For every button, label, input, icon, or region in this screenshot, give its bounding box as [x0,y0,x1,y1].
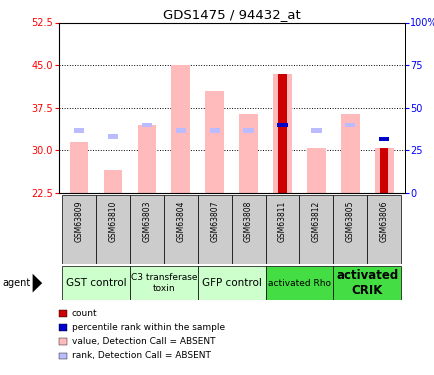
Bar [197,266,265,300]
Bar [374,148,393,193]
Bar [197,195,231,264]
Text: C3 transferase
toxin: C3 transferase toxin [130,273,197,293]
Bar [130,195,164,264]
Bar [141,123,151,127]
Bar [130,266,197,300]
Text: GSM63806: GSM63806 [379,201,388,242]
Bar [103,170,122,193]
Bar [378,137,388,141]
Bar [96,195,130,264]
Text: GFP control: GFP control [201,278,261,288]
Bar [62,266,130,300]
Bar [171,65,190,193]
Bar [278,74,286,193]
Text: activated
CRIK: activated CRIK [335,269,398,297]
Bar [62,195,96,264]
Bar [265,195,299,264]
Text: GSM63803: GSM63803 [142,201,151,242]
Bar [164,195,197,264]
Bar [209,128,219,133]
Text: GST control: GST control [66,278,126,288]
Text: agent: agent [2,278,30,288]
Bar [277,123,287,127]
Bar [137,125,156,193]
Bar [332,266,400,300]
Bar [175,128,185,133]
Text: GSM63807: GSM63807 [210,201,219,242]
Bar [273,74,291,193]
Bar [306,148,325,193]
Text: GSM63805: GSM63805 [345,201,354,242]
Bar [265,266,332,300]
Text: rank, Detection Call = ABSENT: rank, Detection Call = ABSENT [72,351,210,360]
Bar [239,114,257,193]
Text: GSM63809: GSM63809 [74,201,83,242]
Bar [243,128,253,133]
Bar [345,123,355,127]
Text: percentile rank within the sample: percentile rank within the sample [72,323,224,332]
Bar [231,195,265,264]
Bar [277,123,287,127]
Bar [340,114,359,193]
Text: count: count [72,309,97,318]
Text: GSM63808: GSM63808 [243,201,253,242]
Text: GSM63810: GSM63810 [108,201,117,242]
Text: GSM63811: GSM63811 [277,201,286,242]
Text: GSM63804: GSM63804 [176,201,185,242]
Bar [378,137,388,141]
Bar [379,148,388,193]
Bar [299,195,332,264]
Bar [108,134,118,138]
Bar [311,128,321,133]
Title: GDS1475 / 94432_at: GDS1475 / 94432_at [162,8,300,21]
Bar [74,128,84,133]
Text: activated Rho: activated Rho [267,279,330,288]
Bar [69,142,88,193]
Bar [205,91,224,193]
Bar [332,195,366,264]
Text: GSM63812: GSM63812 [311,201,320,242]
Bar [366,195,400,264]
Text: value, Detection Call = ABSENT: value, Detection Call = ABSENT [72,337,215,346]
